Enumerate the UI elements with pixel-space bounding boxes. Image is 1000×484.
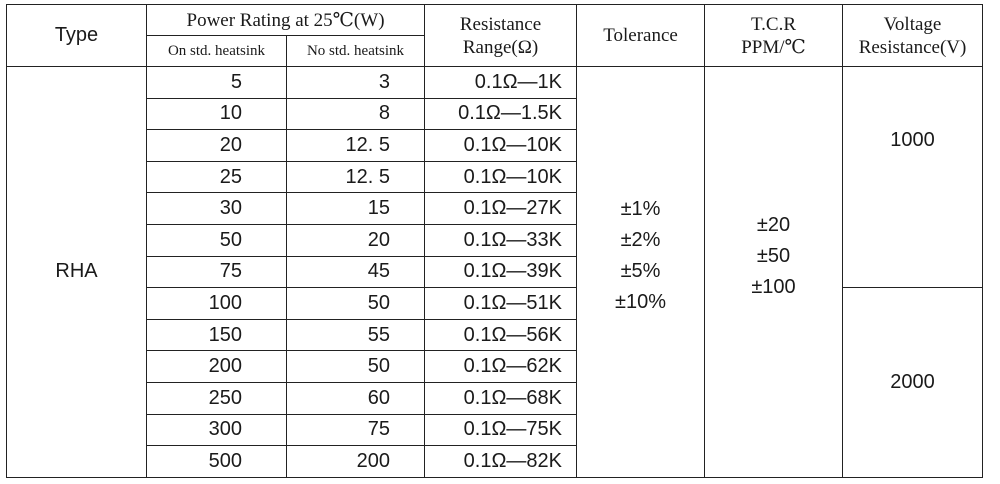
resistance-range-cell: 0.1Ω—10K [424, 160, 578, 194]
on-heatsink-cell: 200 [146, 350, 287, 383]
resistance-range-cell: 0.1Ω—1K [424, 66, 578, 99]
resistance-range-cell: 0.1Ω—10K [424, 129, 578, 162]
on-heatsink-cell: 10 [146, 97, 287, 131]
no-heatsink-cell: 12. 5 [285, 160, 426, 194]
voltage-header: Voltage Resistance(V) [842, 4, 984, 67]
tcr-header-line2: PPM/℃ [741, 36, 806, 58]
resistance-header-line1: Resistance [459, 13, 542, 35]
resistance-range-cell: 0.1Ω—62K [424, 350, 578, 383]
no-heatsink-header: No std. heatsink [285, 35, 426, 67]
tcr-cell: ±20 ±50 ±100 [704, 66, 844, 478]
voltage-header-line2: Resistance(V) [858, 36, 967, 58]
table-row: 75 45 0.1Ω—39K [7, 255, 983, 289]
tolerance-value: ±1% [620, 198, 661, 221]
no-heatsink-cell: 20 [285, 223, 426, 257]
resistance-range-cell: 0.1Ω—1.5K [424, 97, 578, 131]
header-row-1: Type Power Rating at 25℃(W) Resistance R… [6, 4, 984, 67]
type-cell: RHA [6, 66, 147, 478]
voltage-header-line1: Voltage [883, 13, 942, 35]
resistance-range-cell: 0.1Ω—39K [424, 255, 578, 289]
on-heatsink-cell: 300 [146, 413, 287, 447]
power-rating-header: Power Rating at 25℃(W) [145, 4, 426, 36]
no-heatsink-cell: 8 [285, 97, 426, 131]
on-heatsink-cell: 75 [146, 255, 287, 289]
table-row: 25 12. 5 0.1Ω—10K [7, 160, 983, 194]
on-heatsink-cell: 50 [146, 223, 287, 257]
resistance-range-cell: 0.1Ω—33K [424, 223, 578, 257]
resistance-range-cell: 0.1Ω—75K [424, 413, 578, 447]
resistance-range-cell: 0.1Ω—82K [424, 445, 578, 478]
tolerance-value: ±2% [620, 229, 661, 252]
voltage-value: 1000 [890, 128, 935, 151]
tcr-value: ±50 [756, 244, 791, 267]
table-row: 20 12. 5 0.1Ω—10K [7, 129, 983, 162]
on-heatsink-cell: 20 [146, 129, 287, 162]
resistance-range-cell: 0.1Ω—68K [424, 381, 578, 415]
no-heatsink-cell: 60 [285, 381, 426, 415]
table-row: 250 60 0.1Ω—68K [7, 381, 983, 415]
tolerance-value: ±5% [620, 260, 661, 283]
type-header: Type [6, 4, 147, 67]
on-heatsink-cell: 25 [146, 160, 287, 194]
on-heatsink-cell: 250 [146, 381, 287, 415]
tcr-value: ±20 [756, 213, 791, 236]
resistance-range-cell: 0.1Ω—56K [424, 318, 578, 352]
table-row: 10 8 0.1Ω—1.5K [7, 97, 983, 131]
voltage-cell-2000: 2000 [842, 287, 984, 478]
voltage-cell-1000: 1000 [842, 65, 984, 289]
resistance-range-cell: 0.1Ω—51K [424, 287, 578, 320]
resistance-header-line2: Range(Ω) [462, 36, 539, 58]
on-heatsink-cell: 150 [146, 318, 287, 352]
tolerance-header: Tolerance [576, 4, 706, 67]
on-heatsink-cell: 5 [146, 66, 287, 99]
voltage-value: 2000 [890, 370, 935, 393]
tcr-header-line1: T.C.R [750, 13, 797, 35]
no-heatsink-cell: 3 [285, 66, 426, 99]
tolerance-cell: ±1% ±2% ±5% ±10% [576, 66, 706, 478]
table-row: 500 200 0.1Ω—82K [7, 445, 983, 478]
no-heatsink-cell: 15 [285, 192, 426, 225]
no-heatsink-cell: 50 [285, 287, 426, 320]
resistance-range-header: Resistance Range(Ω) [424, 4, 578, 67]
tcr-value: ±100 [751, 275, 796, 298]
no-heatsink-cell: 200 [285, 445, 426, 478]
header-row-2: On std. heatsink No std. heatsink [7, 35, 983, 67]
no-heatsink-cell: 55 [285, 318, 426, 352]
on-heatsink-cell: 30 [146, 192, 287, 225]
no-heatsink-cell: 12. 5 [285, 129, 426, 162]
no-heatsink-cell: 50 [285, 350, 426, 383]
tolerance-value: ±10% [615, 291, 667, 314]
on-heatsink-cell: 100 [146, 287, 287, 320]
on-heatsink-header: On std. heatsink [146, 35, 287, 67]
table-row: RHA 5 3 0.1Ω—1K ±1% ±2% ±5% ±10% ±20 ±50… [6, 65, 984, 478]
tcr-header: T.C.R PPM/℃ [704, 4, 844, 67]
on-heatsink-cell: 500 [146, 445, 287, 478]
no-heatsink-cell: 45 [285, 255, 426, 289]
no-heatsink-cell: 75 [285, 413, 426, 447]
table-row: 30 15 0.1Ω—27K [7, 192, 983, 225]
spec-table: Type Power Rating at 25℃(W) Resistance R… [6, 4, 984, 478]
resistance-range-cell: 0.1Ω—27K [424, 192, 578, 225]
